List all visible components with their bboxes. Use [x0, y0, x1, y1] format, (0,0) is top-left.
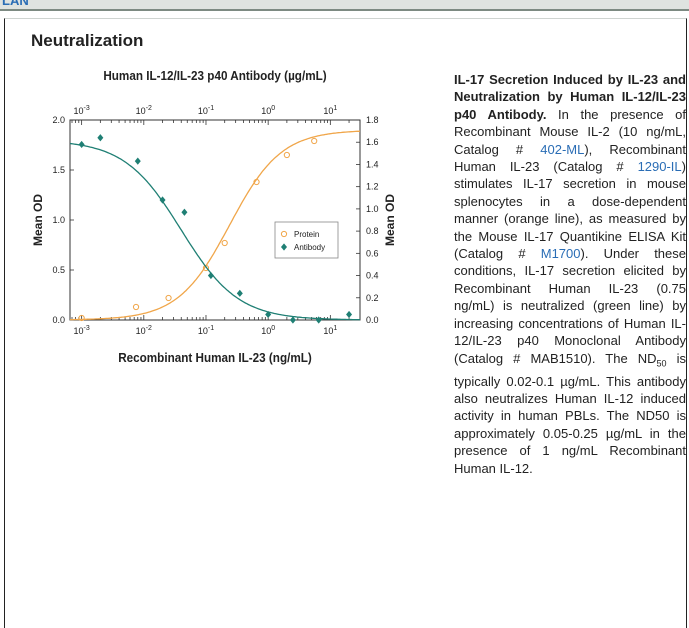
x2-tick-label: 10-1 [198, 105, 214, 116]
plot-frame [69, 119, 361, 321]
caption-text: ). Under these conditions, IL-17 secreti… [454, 246, 686, 366]
curve-protein [70, 130, 361, 321]
nd50-subscript: 50 [656, 358, 667, 369]
point-protein [283, 151, 290, 159]
caption-text: ) stimulates IL-17 secretion in mouse sp… [454, 159, 686, 262]
legend-marker-protein [280, 230, 288, 238]
point-protein [78, 314, 85, 322]
caption-text: ), Recombinant Human IL-23 (Catalog # [454, 141, 686, 175]
point-antibody [181, 208, 188, 216]
x2-tick-label: 101 [323, 105, 337, 116]
catalog-link-402-ml[interactable]: 402-ML [540, 141, 585, 157]
point-antibody [236, 289, 243, 297]
y2-tick-label: 1.2 [366, 182, 379, 192]
point-antibody [159, 196, 166, 204]
x2-tick-label: 10-2 [136, 105, 152, 116]
point-protein [202, 264, 210, 272]
header-label: LAN [2, 0, 29, 8]
y2-axis-label: Mean OD [383, 194, 397, 246]
legend-label-antibody: Antibody [294, 243, 325, 252]
y-axis-label: Mean OD [31, 194, 45, 246]
y-tick-label: 1.5 [52, 165, 65, 175]
point-protein [311, 137, 318, 145]
catalog-link-m1700[interactable]: M1700 [540, 246, 581, 262]
y2-tick-label: 0.0 [366, 315, 379, 325]
point-antibody [134, 157, 141, 165]
x-tick-label: 101 [323, 325, 337, 336]
x2-tick-label: 10-3 [74, 105, 90, 116]
legend-box [274, 221, 339, 259]
x-tick-label: 10-2 [136, 325, 152, 336]
figure-caption: IL-17 Secretion Induced by IL-23 and Neu… [454, 71, 686, 477]
legend-label-protein: Protein [294, 230, 319, 239]
caption-text: is typically 0.02-0.1 µg/mL. This antibo… [454, 350, 686, 476]
y2-tick-label: 1.0 [366, 204, 379, 214]
point-protein [253, 178, 260, 186]
point-antibody [315, 316, 322, 324]
x-tick-label: 10-3 [74, 325, 90, 336]
point-antibody [346, 310, 353, 319]
point-antibody [265, 310, 272, 319]
header-bar: LAN [0, 0, 689, 11]
curve-antibody [69, 142, 361, 321]
y2-tick-label: 1.4 [366, 159, 379, 169]
neutralization-chart: 10-3 10-2 10-1 100 101 10-3 10-2 10-1 100 101 0.0 0… [31, 68, 397, 365]
x-tick-label: 100 [261, 325, 275, 336]
catalog-link-1290-il[interactable]: 1290-IL [637, 159, 682, 175]
y-tick-label: 2.0 [52, 115, 65, 125]
y2-tick-label: 0.2 [366, 293, 379, 303]
y-tick-label: 0.5 [52, 265, 65, 275]
point-antibody [207, 271, 214, 280]
x2-tick-label: 100 [261, 105, 275, 116]
section-title: Neutralization [31, 31, 144, 50]
caption-text: In the presence of Recombinant Mouse IL-… [454, 106, 687, 157]
y2-tick-label: 0.8 [366, 226, 379, 236]
point-antibody [289, 316, 296, 324]
y-tick-label: 1.0 [52, 215, 65, 225]
caption-title: IL-17 Secretion Induced by IL-23 and Neu… [454, 72, 686, 122]
y2-tick-label: 0.4 [366, 271, 379, 281]
point-antibody [97, 134, 104, 142]
point-protein [221, 239, 228, 247]
x-axis-label: Recombinant Human IL-23 (ng/mL) [118, 350, 312, 365]
point-protein [132, 303, 140, 311]
x-tick-label: 10-1 [198, 325, 214, 336]
y-tick-label: 0.0 [52, 315, 65, 325]
chart-title: Human IL-12/IL-23 p40 Antibody (µg/mL) [103, 68, 326, 83]
y2-tick-label: 0.6 [366, 248, 379, 258]
point-protein [165, 294, 172, 302]
point-antibody [78, 140, 85, 149]
legend-marker-antibody [281, 243, 287, 251]
y2-tick-label: 1.6 [366, 137, 379, 147]
y2-tick-label: 1.8 [366, 115, 379, 125]
